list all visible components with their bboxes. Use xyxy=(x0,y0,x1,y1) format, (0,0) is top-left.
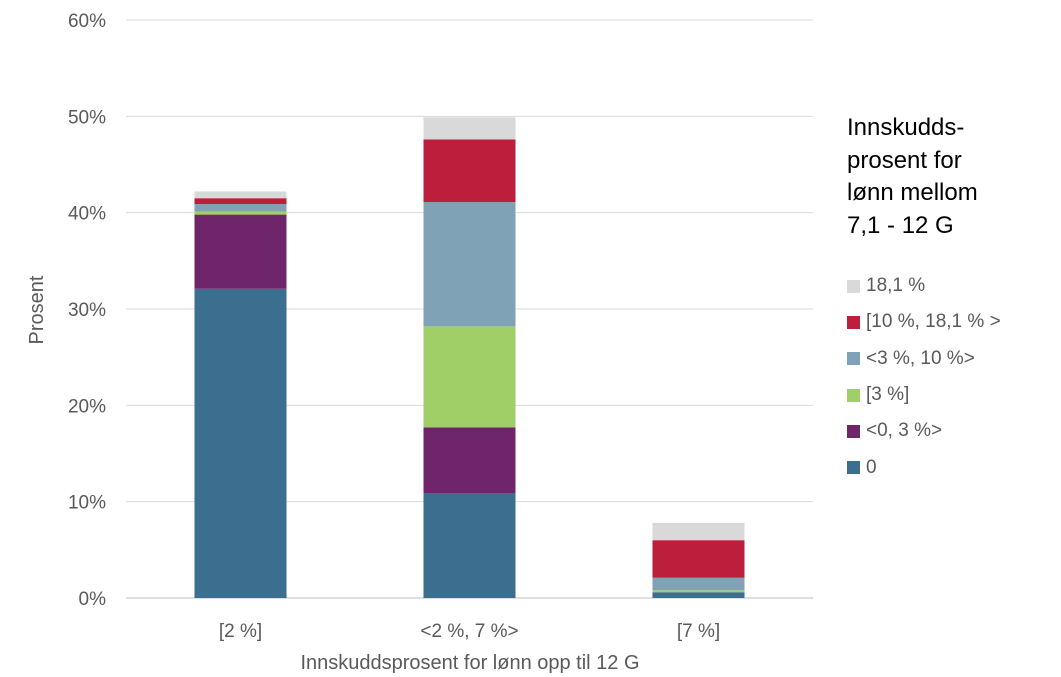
legend-swatch xyxy=(847,352,860,366)
bar-segment xyxy=(652,577,745,591)
bar-segment xyxy=(423,139,516,203)
y-tick-label: 50% xyxy=(68,107,106,128)
bar-segment xyxy=(652,522,745,541)
bar-segment xyxy=(194,191,287,199)
y-axis-label: Prosent xyxy=(26,275,48,344)
bar-segment xyxy=(423,117,516,140)
bar-segment xyxy=(194,211,287,215)
legend-item: [3 %] xyxy=(847,377,1057,413)
bar-segment xyxy=(652,540,745,578)
bar-segment xyxy=(423,492,516,598)
legend-swatch xyxy=(847,388,860,402)
legend-label: 18,1 % xyxy=(866,275,926,297)
legend-item: <0, 3 %> xyxy=(847,413,1057,449)
y-axis-ticks: 0% 10% 20% 30% 40% 50% 60% xyxy=(68,11,106,610)
legend-swatch xyxy=(847,315,860,329)
bar-segment xyxy=(194,214,287,289)
legend-label: <3 %, 10 %> xyxy=(866,347,975,369)
bar-segment xyxy=(423,202,516,327)
x-tick-label: [7 %] xyxy=(677,621,720,642)
legend-label: <0, 3 %> xyxy=(866,420,943,442)
legend-item: <3 %, 10 %> xyxy=(847,341,1057,377)
legend-swatch xyxy=(847,424,860,438)
legend-item: [10 %, 18,1 % > xyxy=(847,304,1057,340)
legend-item: 0 xyxy=(847,449,1057,485)
legend-label: [10 %, 18,1 % > xyxy=(866,311,1001,333)
x-axis-ticks: [2 %] <2 %, 7 %> [7 %] xyxy=(219,621,720,642)
y-tick-label: 20% xyxy=(68,396,106,417)
legend-label: 0 xyxy=(866,456,877,478)
bars xyxy=(194,117,745,598)
legend-items: 18,1 % [10 %, 18,1 % > <3 %, 10 %> [3 %] <0,… xyxy=(847,268,1057,486)
legend-label: [3 %] xyxy=(866,384,910,406)
bar-segment xyxy=(423,427,516,493)
x-tick-label: [2 %] xyxy=(219,621,262,642)
legend-swatch xyxy=(847,461,860,475)
y-tick-label: 10% xyxy=(68,493,106,514)
legend-title: Innskudds- prosent for lønn mellom 7,1 -… xyxy=(847,114,978,239)
y-tick-label: 40% xyxy=(68,204,106,225)
legend-swatch xyxy=(847,279,860,293)
bar-segment xyxy=(194,203,287,212)
x-axis-label: Innskuddsprosent for lønn opp til 12 G xyxy=(300,652,639,674)
legend-item: 18,1 % xyxy=(847,268,1057,304)
y-tick-label: 0% xyxy=(79,589,107,610)
bar-segment xyxy=(652,592,745,598)
bar-segment xyxy=(423,326,516,428)
legend: Innskudds- prosent for lønn mellom 7,1 -… xyxy=(847,112,1057,486)
x-tick-label: <2 %, 7 %> xyxy=(420,621,518,642)
bar-segment xyxy=(194,288,287,598)
bar-segment xyxy=(194,198,287,204)
y-tick-label: 60% xyxy=(68,11,106,32)
bar-segment xyxy=(652,590,745,593)
y-tick-label: 30% xyxy=(68,300,106,321)
